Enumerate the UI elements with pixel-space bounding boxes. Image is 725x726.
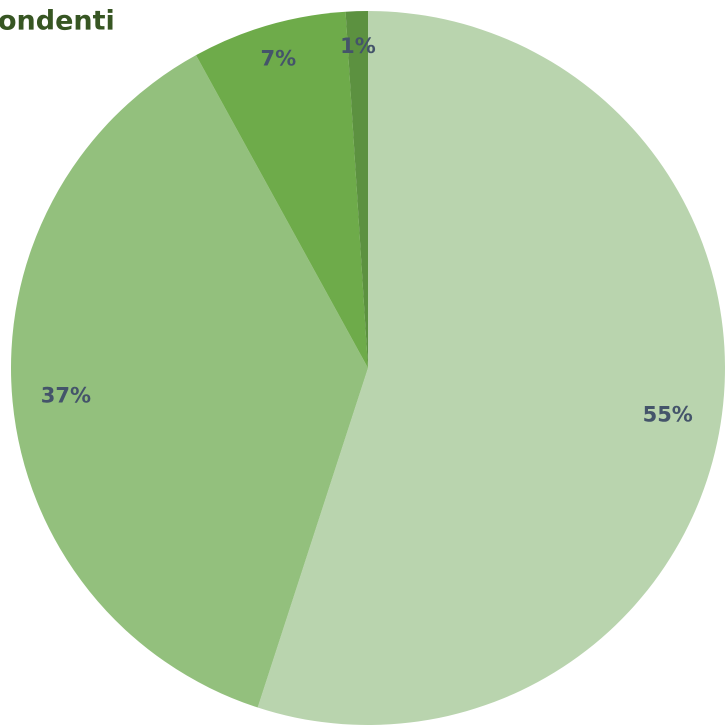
pie-slice xyxy=(10,55,368,708)
data-label: 7% xyxy=(261,46,297,70)
pie-slice xyxy=(345,11,368,368)
pie-slice xyxy=(257,11,725,725)
data-label: 37% xyxy=(41,384,91,408)
chart-title: ondenti xyxy=(0,6,115,37)
pie-slice xyxy=(196,11,368,368)
data-label: 55% xyxy=(643,402,693,426)
data-label: 1% xyxy=(340,34,376,58)
